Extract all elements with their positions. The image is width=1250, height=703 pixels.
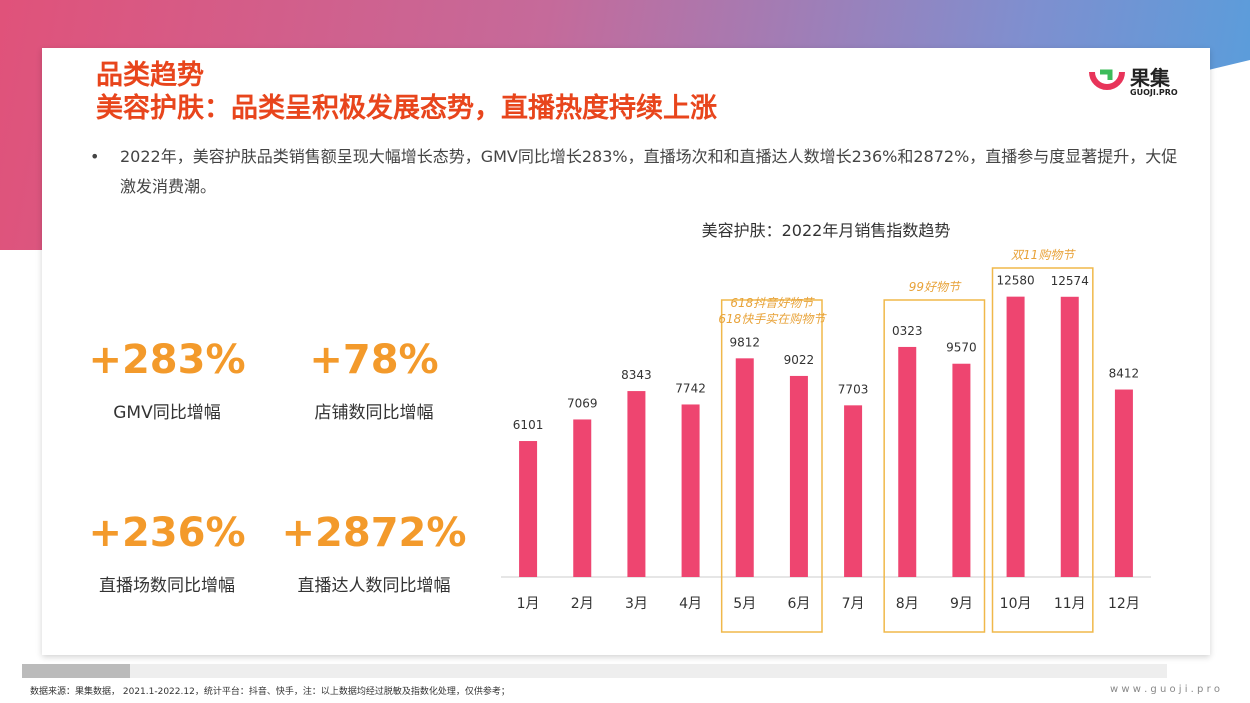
bar [519,441,538,577]
stat-value: +78% [309,337,439,383]
data-label: 8412 [1109,367,1140,381]
stat: +236% 直播场数同比增幅 [47,509,287,596]
logo-icon [1088,64,1126,98]
title: 品类趋势 [96,60,204,91]
bar [789,375,808,577]
x-tick-label: 3月 [625,596,648,612]
data-label: 9022 [784,353,815,367]
stat-label: 店铺数同比增幅 [314,403,434,423]
bar [1006,296,1025,577]
annotation-text: 99好物节 [909,280,962,294]
stat-value: +2872% [281,510,467,556]
x-tick-label: 4月 [679,596,702,612]
logo-url: GUOJI.PRO [1130,88,1178,97]
stat-label: 直播场数同比增幅 [99,576,235,596]
annotation-box [720,299,823,633]
stat-value: +283% [88,337,246,383]
stat: +78% 店铺数同比增幅 [254,336,494,423]
bar [681,404,700,577]
bar [844,405,863,577]
x-tick-label: 9月 [950,596,973,612]
logo-name: 果集 [1130,66,1170,90]
data-label: 9812 [729,335,760,349]
annotation-box [991,267,1094,633]
bar [898,346,917,577]
data-label: 6101 [513,418,544,432]
bullet-text: 2022年，美容护肤品类销售额呈现大幅增长态势，GMV同比增长283%，直播场次… [120,147,1178,196]
footer-bar [22,664,1167,678]
x-tick-label: 7月 [842,596,865,612]
chart-title: 美容护肤：2022年月销售指数趋势 [702,221,951,240]
stat-label: 直播达人数同比增幅 [297,576,451,596]
x-tick-label: 2月 [571,596,594,612]
stat-value: +236% [88,510,246,556]
data-label: 12580 [996,274,1034,288]
data-label: 9570 [946,341,977,355]
footer-site: w w w . g u o j i . p r o [1110,684,1220,695]
data-label: 7742 [675,381,706,395]
data-label: 12574 [1051,274,1089,288]
x-tick-label: 11月 [1054,596,1086,612]
bar [735,358,754,577]
x-tick-label: 8月 [896,596,919,612]
stat: +283% GMV同比增幅 [47,336,287,423]
subtitle: 美容护肤：品类呈积极发展态势，直播热度持续上涨 [96,93,717,124]
x-tick-label: 10月 [1000,596,1032,612]
bar [1060,296,1079,577]
bar [573,419,592,577]
x-tick-label: 6月 [787,596,810,612]
bullet-dot: • [90,147,100,166]
annotation-box [883,299,986,633]
footer-source: 数据来源：果集数据， 2021.1-2022.12，统计平台：抖音、快手，注：以… [30,687,510,697]
annotation-text: 双11购物节 [1011,248,1076,262]
x-tick-label: 1月 [517,596,540,612]
footer-bar-progress [22,664,130,678]
x-tick-label: 5月 [733,596,756,612]
annotation-text: 618抖音好物节 [730,296,815,310]
bar [952,363,971,577]
data-label: 0323 [892,324,923,338]
data-label: 7069 [567,396,598,410]
data-label: 7703 [838,382,869,396]
bar [627,391,646,577]
stat-label: GMV同比增幅 [113,403,221,423]
bar [1114,389,1133,577]
stat: +2872% 直播达人数同比增幅 [254,509,494,596]
x-tick-label: 12月 [1108,596,1140,612]
data-label: 8343 [621,368,652,382]
annotation-text: 618快手实在购物节 [718,312,827,326]
